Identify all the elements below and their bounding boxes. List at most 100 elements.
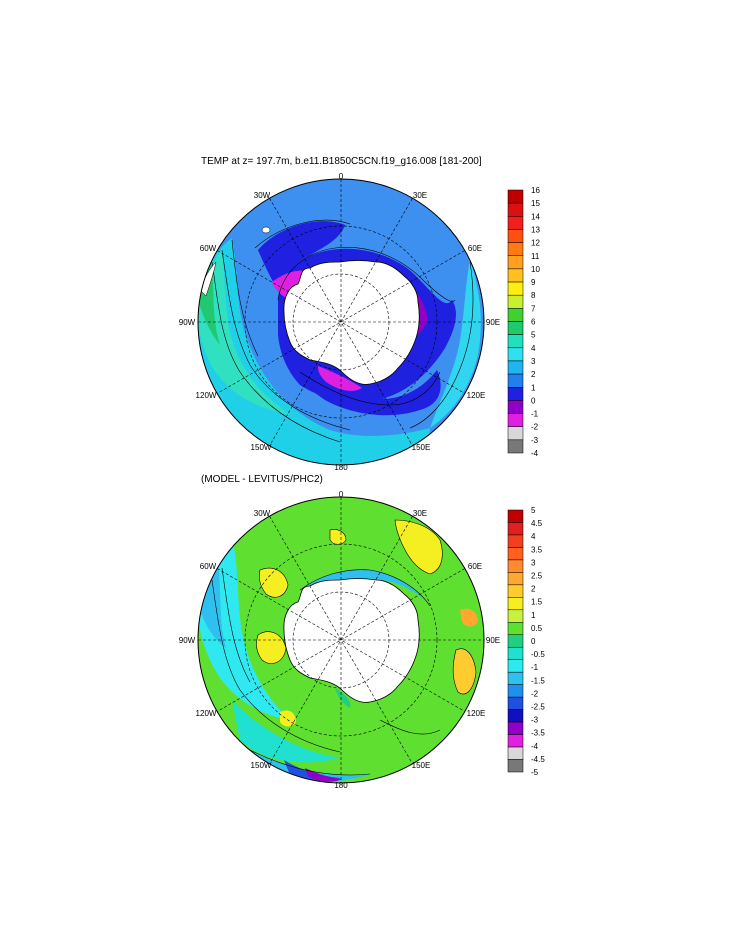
difference-lon-labels: 0 30E 60E 90E 120E 150E 180 150W 120W 90… <box>179 490 500 790</box>
difference-map-border <box>197 496 485 784</box>
colorbar-swatch <box>507 189 524 204</box>
colorbar-label: 8 <box>531 291 536 300</box>
colorbar-label: 13 <box>531 225 540 234</box>
colorbar-label: 3.5 <box>531 545 543 554</box>
lon-label-60e: 60E <box>468 244 482 253</box>
colorbar-swatch <box>507 646 524 660</box>
colorbar-swatch <box>507 684 524 698</box>
colorbar-swatch <box>507 522 524 536</box>
colorbar-label: -3 <box>531 716 539 725</box>
lon-label-150e: 150E <box>412 761 431 770</box>
lon-label-60w: 60W <box>200 244 217 253</box>
colorbar-swatch <box>507 634 524 648</box>
colorbar-swatch <box>507 509 524 523</box>
lon-label-30w: 30W <box>254 509 271 518</box>
colorbar-swatch <box>507 268 524 283</box>
colorbar-swatch <box>507 321 524 335</box>
lon-label-90w: 90W <box>179 636 196 645</box>
temp-panel: TEMP at z= 197.7m, b.e11.B1850C5CN.f19_g… <box>179 156 541 472</box>
lon-label-30e: 30E <box>413 509 427 518</box>
colorbar-swatch <box>507 547 524 561</box>
colorbar-label: -4.5 <box>531 755 545 764</box>
colorbar-label: 0 <box>531 637 536 646</box>
colorbar-label: -2 <box>531 689 539 698</box>
colorbar-label: 14 <box>531 212 540 221</box>
colorbar-swatch <box>507 334 524 349</box>
colorbar-label: -3 <box>531 436 539 445</box>
colorbar-swatch <box>507 373 524 388</box>
difference-colorbar: 5 4.5 4 3.5 3 2.5 2 1.5 1 0.5 0 -0.5 -1 -1.5 -2 -2.5 -3 -… <box>507 506 545 777</box>
colorbar-swatch <box>507 242 524 257</box>
colorbar-label: 2 <box>531 585 536 594</box>
lon-label-180: 180 <box>334 781 348 790</box>
colorbar-swatch <box>507 294 524 309</box>
colorbar-label: 6 <box>531 318 536 327</box>
temp-map-border <box>197 178 485 466</box>
colorbar-label: 1 <box>531 611 536 620</box>
colorbar-swatch <box>507 721 524 735</box>
colorbar-swatch <box>507 347 524 362</box>
colorbar-label: 5 <box>531 331 536 340</box>
lon-label-120w: 120W <box>196 709 217 718</box>
panel2-title: (MODEL - LEVITUS/PHC2) <box>201 474 323 485</box>
colorbar-label: 1 <box>531 383 536 392</box>
lon-label-120e: 120E <box>467 709 486 718</box>
colorbar-swatch <box>507 559 524 573</box>
colorbar-label: -5 <box>531 768 539 777</box>
colorbar-swatch <box>507 255 524 270</box>
lon-label-150w: 150W <box>251 761 272 770</box>
lon-label-150w: 150W <box>251 443 272 452</box>
lon-label-90e: 90E <box>486 636 500 645</box>
colorbar-swatch <box>507 387 524 401</box>
colorbar-swatch <box>507 426 524 441</box>
colorbar-swatch <box>507 202 524 217</box>
colorbar-label: -1.5 <box>531 676 545 685</box>
colorbar-label: 11 <box>531 252 540 261</box>
colorbar-label: 7 <box>531 304 536 313</box>
temp-lon-labels: 0 30E 60E 90E 120E 150E 180 150W 120W 90… <box>179 172 500 472</box>
colorbar-swatch <box>507 584 524 598</box>
lon-label-60e: 60E <box>468 562 482 571</box>
colorbar-swatch <box>507 572 524 586</box>
colorbar-label: -2.5 <box>531 703 545 712</box>
lon-label-120w: 120W <box>196 391 217 400</box>
colorbar-label: -4 <box>531 449 539 458</box>
colorbar-label: 15 <box>531 199 540 208</box>
colorbar-swatch <box>507 709 524 723</box>
colorbar-swatch <box>507 696 524 710</box>
lon-label-60w: 60W <box>200 562 217 571</box>
temp-map <box>198 179 484 465</box>
colorbar-swatch <box>507 216 524 230</box>
lon-label-120e: 120E <box>467 391 486 400</box>
colorbar-label: 0.5 <box>531 624 543 633</box>
colorbar-swatch <box>507 229 524 243</box>
lon-label-30w: 30W <box>254 191 271 200</box>
colorbar-swatch <box>507 400 524 414</box>
colorbar-swatch <box>507 622 524 636</box>
colorbar-label: 2 <box>531 370 536 379</box>
colorbar-swatch <box>507 671 524 685</box>
colorbar-label: 9 <box>531 278 536 287</box>
colorbar-swatch <box>507 308 524 322</box>
lon-label-150e: 150E <box>412 443 431 452</box>
lon-label-90w: 90W <box>179 318 196 327</box>
colorbar-label: 4 <box>531 344 536 353</box>
colorbar-label: 0 <box>531 396 536 405</box>
lon-label-30e: 30E <box>413 191 427 200</box>
lon-label-0: 0 <box>339 490 344 499</box>
colorbar-label: 5 <box>531 506 536 515</box>
colorbar-swatch <box>507 746 524 760</box>
panel1-title: TEMP at z= 197.7m, b.e11.B1850C5CN.f19_g… <box>201 156 482 167</box>
colorbar-swatch <box>507 759 524 773</box>
colorbar-label: -1 <box>531 663 539 672</box>
colorbar-swatch <box>507 734 524 748</box>
lon-label-0: 0 <box>339 172 344 181</box>
colorbar-label: -0.5 <box>531 650 545 659</box>
lon-label-90e: 90E <box>486 318 500 327</box>
colorbar-label: -3.5 <box>531 729 545 738</box>
colorbar-swatch <box>507 597 524 611</box>
colorbar-swatch <box>507 360 524 375</box>
difference-map <box>198 497 484 783</box>
